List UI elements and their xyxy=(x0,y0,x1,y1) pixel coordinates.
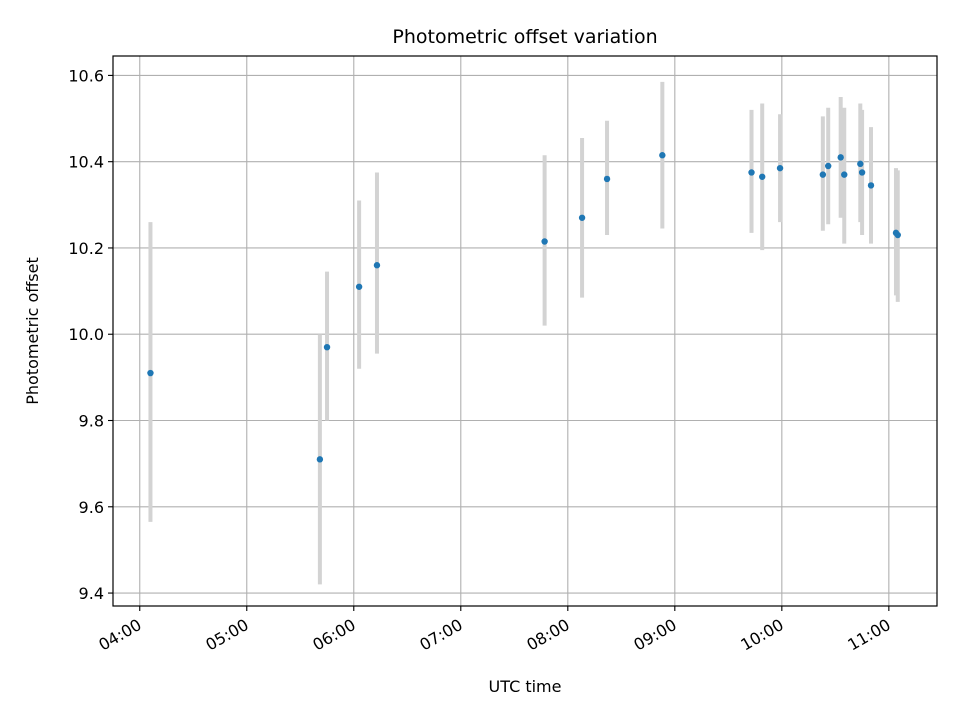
x-axis-label: UTC time xyxy=(489,677,562,696)
data-point xyxy=(867,182,875,189)
y-tick-label: 10.0 xyxy=(68,325,104,344)
y-tick-label: 9.6 xyxy=(79,498,104,517)
data-point xyxy=(748,169,755,176)
data-point xyxy=(323,343,331,351)
data-point xyxy=(659,152,666,159)
chart-title: Photometric offset variation xyxy=(392,26,657,48)
y-axis-label: Photometric offset xyxy=(23,257,42,405)
data-point xyxy=(837,154,844,161)
data-point xyxy=(825,162,832,170)
data-point xyxy=(373,262,381,269)
data-point xyxy=(894,231,901,239)
data-point xyxy=(841,171,848,178)
data-point xyxy=(819,171,827,178)
data-point xyxy=(776,164,784,172)
data-point xyxy=(578,214,586,221)
data-point xyxy=(858,169,866,176)
data-point xyxy=(603,175,611,183)
y-tick-label: 9.4 xyxy=(79,584,104,603)
y-axis-ticks: 9.4 9.6 9.8 10.0 10.2 10.4 10.6 xyxy=(68,66,113,603)
y-tick-label: 9.8 xyxy=(79,412,104,431)
data-point xyxy=(147,369,154,377)
grid xyxy=(113,56,937,606)
data-point xyxy=(316,456,324,463)
data-point xyxy=(355,283,363,290)
data-points xyxy=(147,152,901,463)
data-point xyxy=(759,173,766,180)
data-point xyxy=(541,238,548,245)
y-tick-label: 10.6 xyxy=(68,66,104,85)
y-tick-label: 10.4 xyxy=(68,153,104,172)
data-point xyxy=(857,160,864,168)
plot-frame xyxy=(112,55,938,607)
y-tick-label: 10.2 xyxy=(68,239,104,258)
